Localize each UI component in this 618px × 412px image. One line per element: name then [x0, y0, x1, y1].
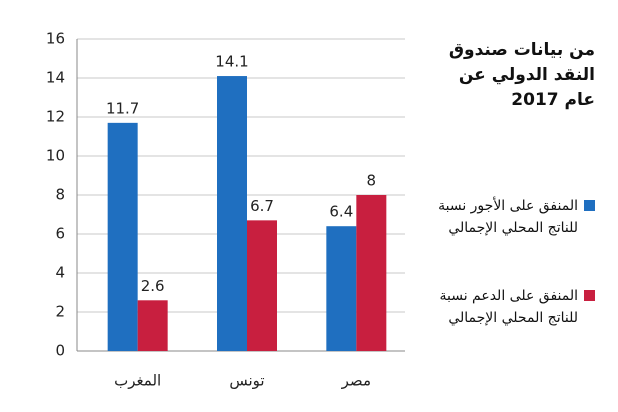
value-label: 14.1: [215, 53, 248, 71]
value-label: 2.6: [141, 277, 165, 295]
value-label: 11.7: [106, 99, 139, 117]
x-tick-label: مصر: [341, 372, 371, 390]
legend-swatch: [584, 290, 595, 301]
bar: [326, 226, 357, 351]
bar: [107, 122, 138, 351]
chart-title: من بيانات صندوق النقد الدولي عن عام 2017: [448, 40, 595, 110]
legend-label: المنفق على الدعم نسبة للناتج المحلي الإج…: [439, 288, 578, 326]
y-tick-label: 16: [46, 30, 65, 48]
y-tick-label: 8: [55, 186, 65, 204]
y-tick-label: 14: [46, 69, 65, 87]
y-tick-label: 0: [55, 342, 65, 360]
value-label: 6.7: [250, 197, 274, 215]
legend-item: المنفق على الأجور نسبة للناتج المحلي الإ…: [425, 195, 595, 239]
y-tick-label: 4: [55, 264, 65, 282]
bar: [356, 195, 387, 351]
legend-label: المنفق على الأجور نسبة للناتج المحلي الإ…: [438, 198, 578, 236]
bar: [137, 300, 168, 351]
y-tick-label: 12: [46, 108, 65, 126]
y-tick-label: 6: [55, 225, 65, 243]
value-label: 8: [367, 172, 377, 190]
legend-item: المنفق على الدعم نسبة للناتج المحلي الإج…: [425, 285, 595, 329]
bar: [217, 76, 247, 352]
x-tick-label: تونس: [229, 372, 264, 390]
y-tick-label: 10: [46, 147, 65, 165]
value-label: 6.4: [329, 203, 353, 221]
legend-swatch: [584, 200, 595, 211]
bar: [247, 220, 277, 351]
x-tick-label: المغرب: [114, 372, 161, 390]
y-tick-label: 2: [55, 303, 65, 321]
